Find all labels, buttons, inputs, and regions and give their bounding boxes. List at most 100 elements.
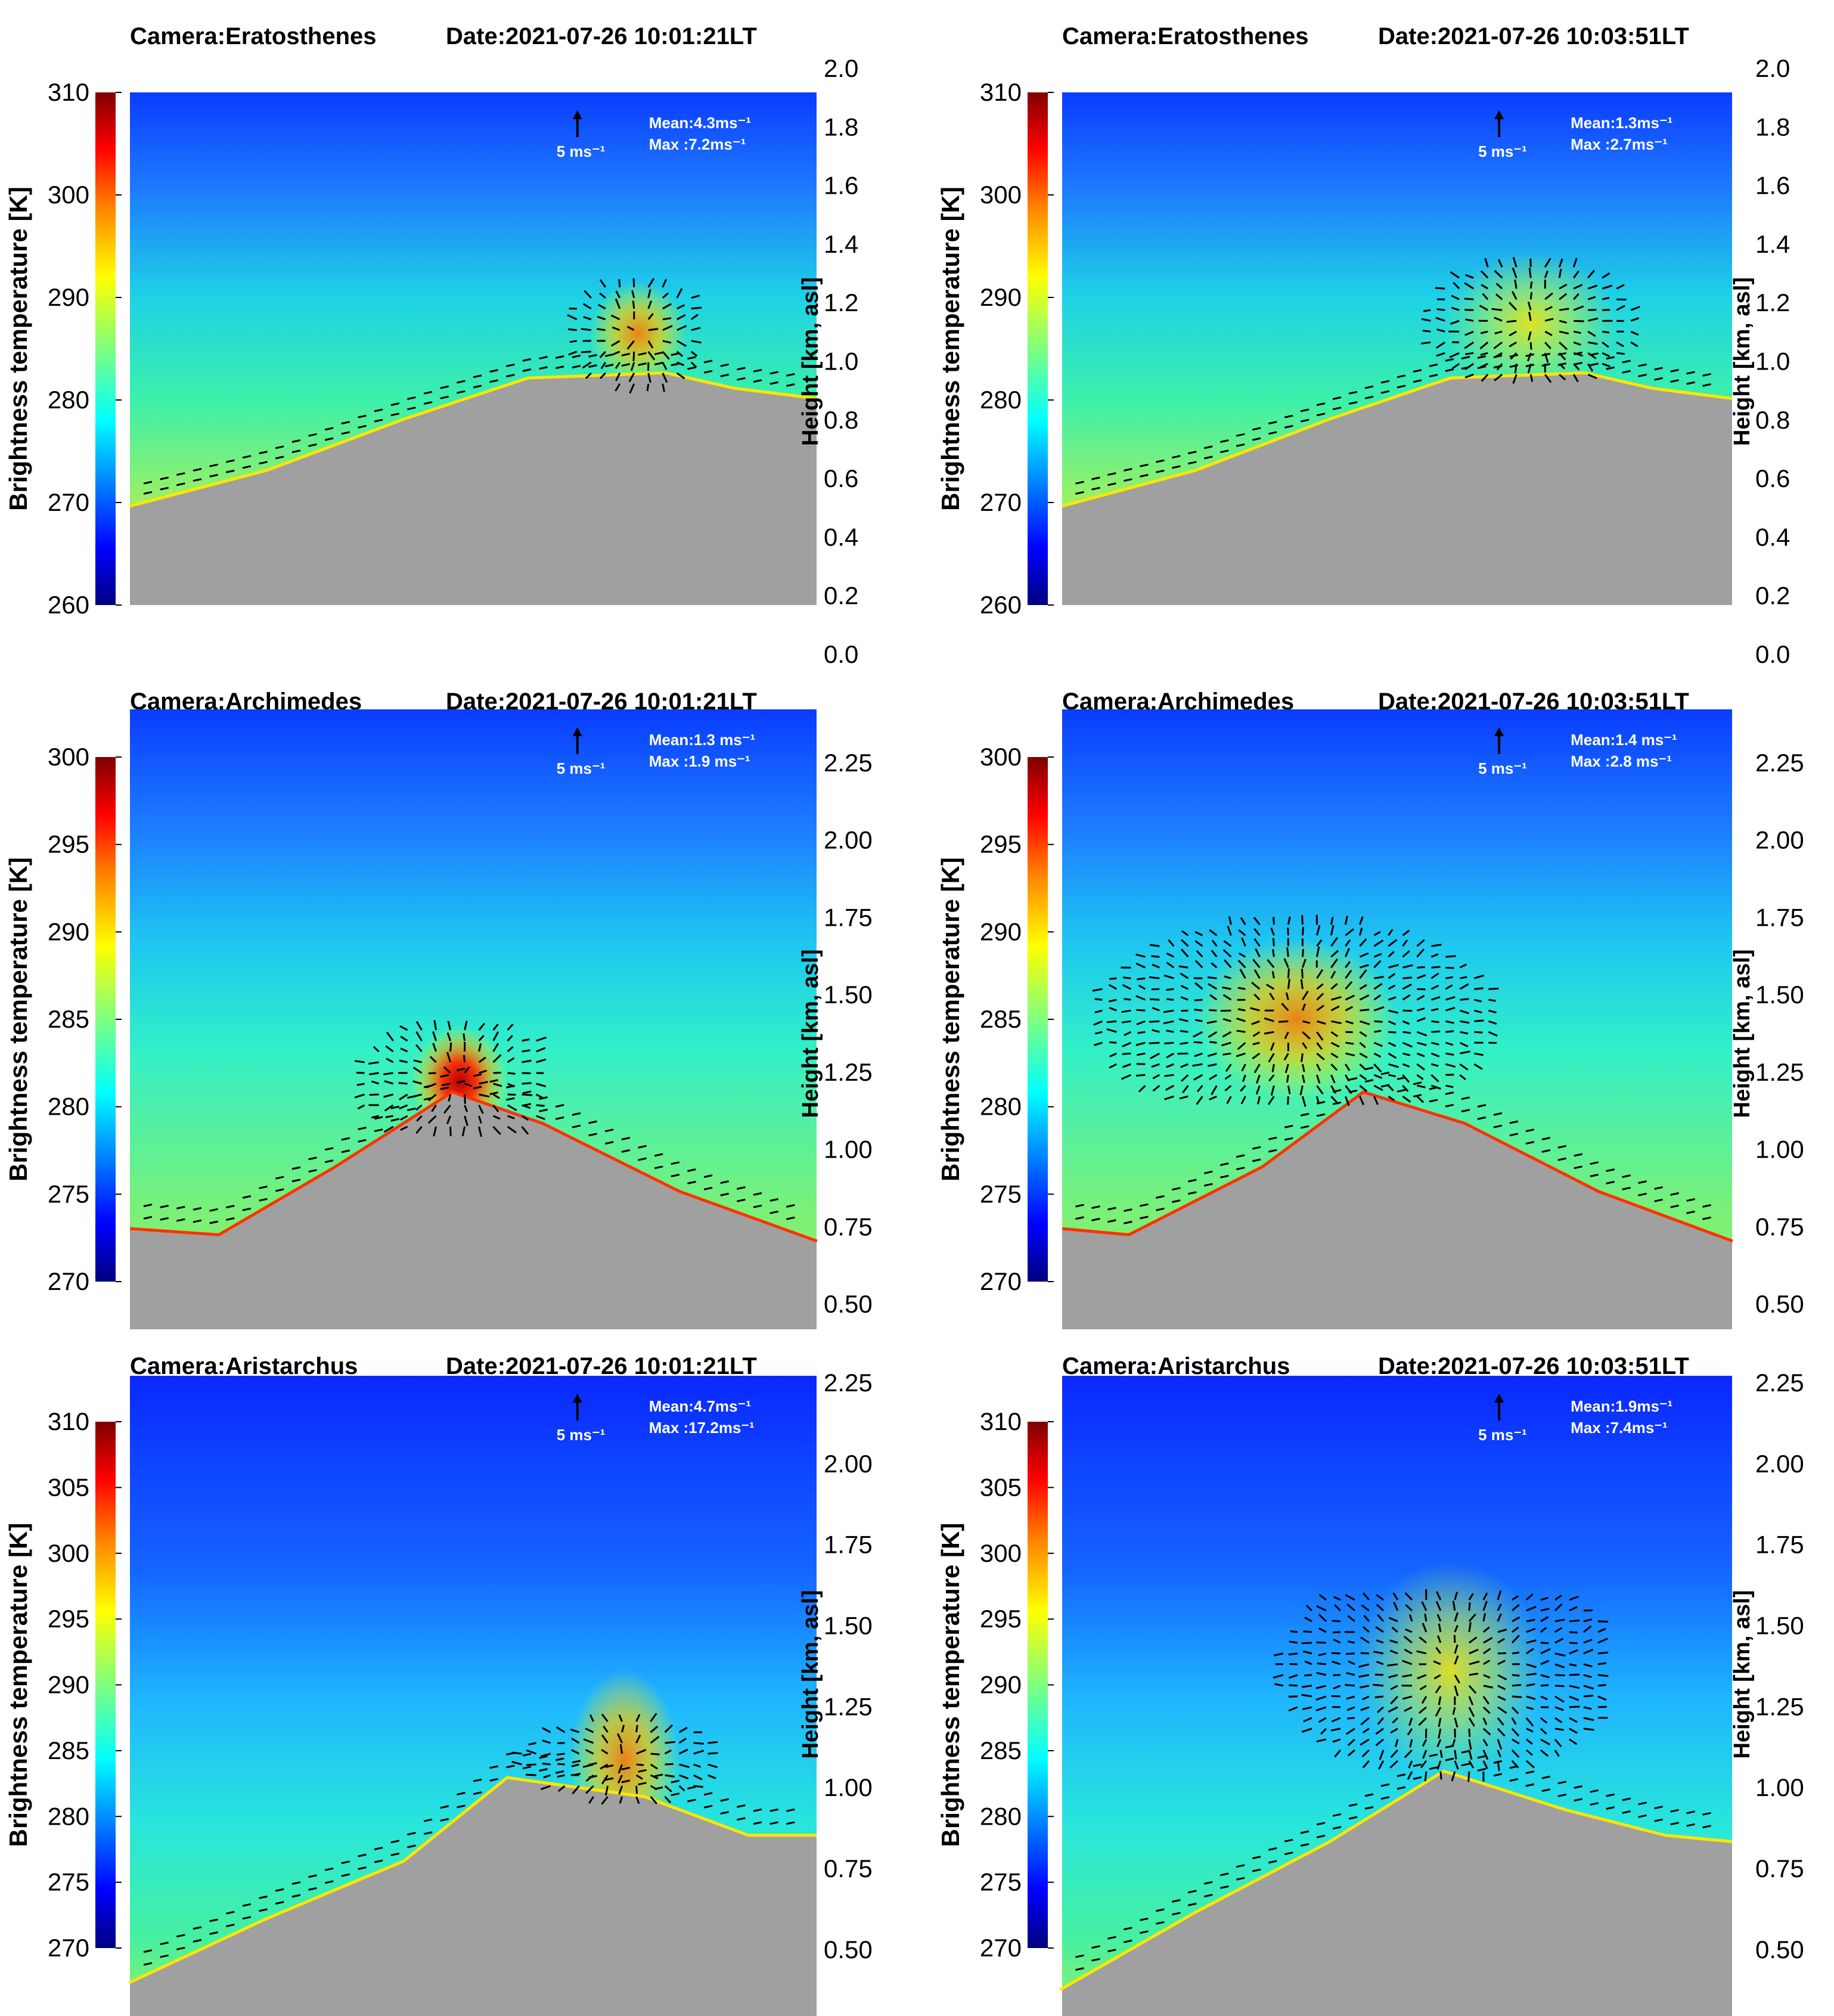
plume-hotspot	[589, 282, 687, 385]
wind-arrow	[1345, 1006, 1354, 1012]
wind-arrow	[1373, 1063, 1382, 1073]
wind-arrow	[769, 1198, 779, 1202]
wind-arrow	[1237, 987, 1246, 990]
wind-arrow	[492, 1023, 499, 1031]
wind-arrow	[1344, 1096, 1350, 1106]
wind-arrow	[1482, 1613, 1487, 1622]
wind-arrow	[390, 1118, 400, 1122]
wind-arrow	[1252, 1031, 1261, 1037]
wind-arrow	[1264, 1017, 1274, 1022]
wind-arrow	[615, 290, 621, 299]
height-tick-label: 1.75	[1755, 1531, 1804, 1559]
wind-arrow	[1284, 424, 1293, 429]
wind-arrow	[1289, 1684, 1298, 1687]
wind-arrow	[1332, 1826, 1342, 1830]
wind-arrow	[1429, 374, 1438, 378]
wind-arrow	[598, 303, 606, 310]
wind-arrow	[679, 1763, 690, 1769]
wind-arrow	[769, 371, 779, 375]
wind-arrow	[1544, 292, 1553, 300]
wind-arrow	[1107, 472, 1116, 476]
wind-arrow	[354, 1093, 365, 1099]
wind-arrow	[1332, 1101, 1342, 1105]
wind-arrow	[720, 1798, 730, 1802]
wind-arrow	[1512, 1674, 1520, 1677]
wind-arrow	[242, 1195, 252, 1199]
wind-arrow	[1460, 998, 1469, 1001]
wind-arrow	[1512, 1738, 1520, 1745]
wind-arrow	[1494, 374, 1503, 382]
wind-arrow	[1301, 959, 1307, 968]
wind-arrow	[324, 1159, 334, 1164]
wind-arrow	[341, 421, 350, 425]
wind-arrow	[650, 1726, 659, 1733]
wind-arrow	[1559, 342, 1568, 351]
height-tick-label: 2.25	[1755, 749, 1804, 777]
wind-arrow	[1435, 1707, 1442, 1717]
wind-arrow	[662, 278, 667, 288]
wind-arrow	[1345, 939, 1351, 947]
wind-arrow	[1360, 1685, 1370, 1689]
wind-arrow	[720, 373, 730, 377]
wind-arrow	[1416, 939, 1425, 947]
wind-arrow	[1330, 1005, 1340, 1012]
wind-arrow	[1670, 1822, 1679, 1826]
wind-arrow	[1345, 1020, 1354, 1025]
colorbar-tick-label: 290	[48, 917, 89, 945]
wind-arrow	[618, 279, 621, 287]
wind-arrow	[1109, 1063, 1118, 1069]
colorbar-tick-label: 280	[48, 386, 89, 414]
plume-hotspot	[1196, 938, 1397, 1100]
wind-arrow	[1363, 1615, 1370, 1622]
wind-arrow	[1359, 1020, 1370, 1025]
wind-arrow	[1075, 1204, 1084, 1208]
wind-arrow	[638, 1782, 647, 1786]
wind-arrow	[1525, 1749, 1534, 1756]
wind-arrow	[440, 1074, 449, 1078]
max-speed-label: Max :17.2ms⁻¹	[649, 1419, 755, 1437]
wind-vectors	[143, 1713, 795, 1966]
wind-arrow	[1302, 1650, 1312, 1655]
wind-arrow	[1380, 1796, 1390, 1800]
wind-arrow	[1345, 970, 1352, 979]
wind-arrow	[1421, 1696, 1428, 1704]
wind-arrow	[1302, 1042, 1308, 1049]
wind-arrow	[662, 292, 669, 299]
wind-arrow	[385, 1045, 394, 1053]
wind-arrow	[1514, 279, 1518, 289]
wind-arrow	[648, 328, 659, 331]
wind-arrow	[1493, 342, 1503, 349]
wind-arrow	[1121, 1074, 1132, 1080]
wind-arrow	[1529, 374, 1534, 382]
wind-arrow	[1452, 1707, 1456, 1715]
wind-arrow	[687, 356, 696, 360]
wind-arrow	[1347, 1717, 1355, 1720]
wind-arrow	[1493, 354, 1503, 358]
wind-arrow	[1509, 353, 1519, 358]
wind-arrow	[1300, 1830, 1309, 1834]
wind-arrow	[1397, 384, 1406, 389]
wind-arrow	[1587, 373, 1597, 379]
wind-arrow	[522, 1082, 532, 1085]
wind-arrow	[400, 1047, 408, 1053]
wind-arrow	[1453, 281, 1460, 290]
wind-arrow	[1270, 927, 1275, 936]
wind-arrow	[1392, 1717, 1398, 1724]
wind-arrow	[1590, 1174, 1599, 1177]
wind-arrow	[1255, 948, 1261, 957]
wind-arrow	[1597, 1637, 1608, 1644]
wind-arrow	[1405, 1604, 1413, 1612]
wind-arrow	[357, 1104, 365, 1110]
wind-arrow	[1622, 1797, 1631, 1801]
wind-arrow	[617, 1733, 623, 1744]
wind-arrow	[1413, 379, 1422, 383]
wind-arrow	[1236, 1029, 1246, 1033]
wind-arrow	[1554, 1706, 1564, 1711]
wind-arrow	[1413, 1763, 1422, 1767]
wind-arrow	[1402, 994, 1411, 1001]
wind-arrow	[1268, 1860, 1277, 1864]
wind-arrow	[507, 1023, 514, 1031]
wind-arrow	[539, 1096, 548, 1100]
panel-5: Camera:Aristarchus Date:2021-07-26 10:01:…	[4, 1353, 873, 2016]
wind-arrow	[1238, 929, 1246, 936]
